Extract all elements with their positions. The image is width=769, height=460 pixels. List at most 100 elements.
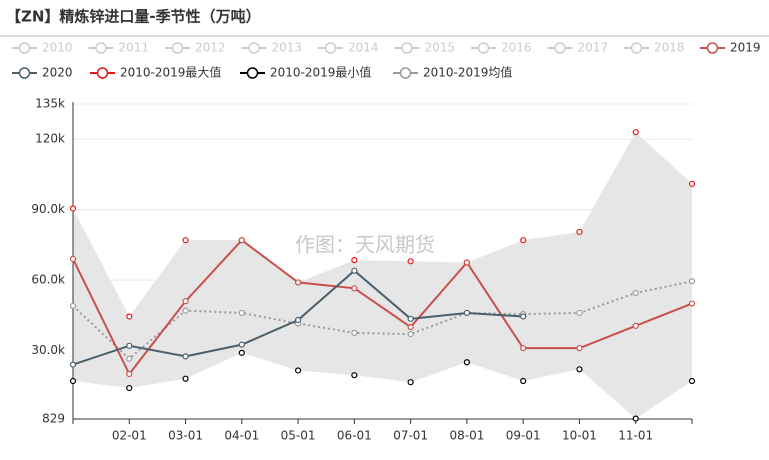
y-tick-label: 829 bbox=[42, 412, 65, 426]
chart-title: 【ZN】精炼锌进口量-季节性（万吨） bbox=[6, 8, 261, 26]
data-point bbox=[294, 279, 302, 286]
data-point bbox=[351, 329, 358, 337]
data-point bbox=[407, 323, 414, 331]
data-point bbox=[351, 285, 358, 292]
legend-label[interactable]: 2010 bbox=[42, 41, 73, 55]
x-tick-label: 11-01 bbox=[618, 429, 653, 443]
data-point bbox=[238, 309, 245, 317]
watermark: 作图：天风期货 bbox=[295, 233, 435, 257]
legend-label[interactable]: 2015 bbox=[425, 41, 456, 55]
data-point bbox=[407, 330, 414, 338]
legend-icon bbox=[554, 42, 566, 54]
legend-icon bbox=[95, 42, 107, 54]
data-point bbox=[182, 298, 189, 305]
data-point bbox=[69, 205, 77, 212]
data-point bbox=[351, 267, 358, 274]
data-point bbox=[126, 370, 133, 378]
data-point bbox=[407, 258, 414, 265]
data-point bbox=[688, 278, 696, 285]
series-line bbox=[72, 280, 693, 361]
data-point bbox=[69, 255, 77, 263]
data-point bbox=[69, 361, 77, 368]
legend-label[interactable]: 2018 bbox=[654, 41, 685, 55]
data-point bbox=[238, 341, 245, 348]
data-point bbox=[351, 257, 358, 264]
data-point bbox=[238, 349, 245, 356]
x-tick-label: 05-01 bbox=[281, 429, 316, 443]
data-point bbox=[126, 384, 133, 392]
legend-label[interactable]: 2017 bbox=[578, 41, 609, 55]
data-point bbox=[463, 259, 471, 266]
data-point bbox=[182, 307, 189, 314]
data-point bbox=[69, 377, 77, 385]
data-point bbox=[688, 180, 696, 187]
data-point bbox=[182, 353, 189, 360]
data-point bbox=[238, 237, 245, 244]
data-point bbox=[688, 300, 696, 307]
legend-label[interactable]: 2014 bbox=[348, 41, 379, 55]
y-tick-label: 90.0k bbox=[31, 202, 65, 216]
legend-label[interactable]: 2019 bbox=[730, 41, 761, 55]
data-point bbox=[294, 367, 302, 374]
data-point bbox=[294, 316, 302, 324]
y-tick-label: 60.0k bbox=[31, 273, 65, 287]
data-point bbox=[351, 372, 358, 379]
y-tick-label: 120k bbox=[35, 132, 65, 146]
data-point bbox=[126, 313, 133, 320]
x-tick-label: 04-01 bbox=[224, 429, 259, 443]
legend-label[interactable]: 2010-2019最小值 bbox=[270, 65, 371, 80]
data-point bbox=[126, 355, 133, 362]
legend-label[interactable]: 2020 bbox=[42, 66, 73, 80]
legend-label[interactable]: 2012 bbox=[195, 41, 226, 55]
legend-icon bbox=[96, 67, 109, 79]
y-tick-label: 135k bbox=[35, 97, 65, 111]
data-point bbox=[463, 359, 471, 366]
legend-icon bbox=[248, 42, 260, 54]
legend-label[interactable]: 2010-2019最大值 bbox=[120, 65, 221, 80]
data-point bbox=[576, 345, 583, 352]
legend-icon bbox=[630, 42, 643, 54]
data-point bbox=[69, 302, 77, 310]
x-tick-label: 09-01 bbox=[506, 429, 541, 443]
legend-icon bbox=[706, 42, 719, 54]
data-point bbox=[632, 415, 639, 422]
range-area bbox=[73, 132, 692, 419]
legend-label[interactable]: 2011 bbox=[119, 41, 150, 55]
data-point bbox=[520, 377, 527, 385]
data-point bbox=[632, 322, 639, 329]
data-point bbox=[126, 342, 133, 349]
legend-icon bbox=[477, 42, 490, 54]
data-point bbox=[576, 366, 583, 373]
data-point bbox=[407, 379, 414, 386]
legend-icon bbox=[324, 42, 337, 54]
data-point bbox=[407, 315, 414, 322]
data-point bbox=[182, 375, 189, 382]
legend-icon bbox=[18, 67, 31, 79]
data-point bbox=[576, 309, 583, 317]
legend-icon bbox=[171, 42, 184, 54]
data-point bbox=[182, 237, 189, 244]
x-tick-label: 10-01 bbox=[562, 429, 597, 443]
legend-label[interactable]: 2010-2019均值 bbox=[423, 65, 512, 80]
series-line bbox=[72, 238, 693, 376]
data-point bbox=[520, 345, 527, 352]
x-tick-label: 02-01 bbox=[112, 429, 147, 443]
legend-icon bbox=[246, 67, 259, 79]
data-point bbox=[632, 129, 639, 136]
x-tick-label: 06-01 bbox=[337, 429, 372, 443]
legend-icon bbox=[18, 42, 31, 54]
x-tick-label: 03-01 bbox=[168, 429, 203, 443]
legend-label[interactable]: 2013 bbox=[272, 41, 303, 55]
legend-label[interactable]: 2016 bbox=[501, 41, 532, 55]
data-point bbox=[520, 313, 527, 320]
data-point bbox=[576, 228, 583, 236]
y-tick-label: 30.0k bbox=[31, 343, 65, 357]
legend-icon bbox=[401, 42, 413, 54]
x-tick-label: 08-01 bbox=[449, 429, 484, 443]
data-point bbox=[632, 289, 639, 297]
legend-icon bbox=[399, 67, 412, 79]
data-point bbox=[520, 237, 527, 244]
data-point bbox=[463, 309, 471, 317]
x-tick-label: 07-01 bbox=[393, 429, 428, 443]
